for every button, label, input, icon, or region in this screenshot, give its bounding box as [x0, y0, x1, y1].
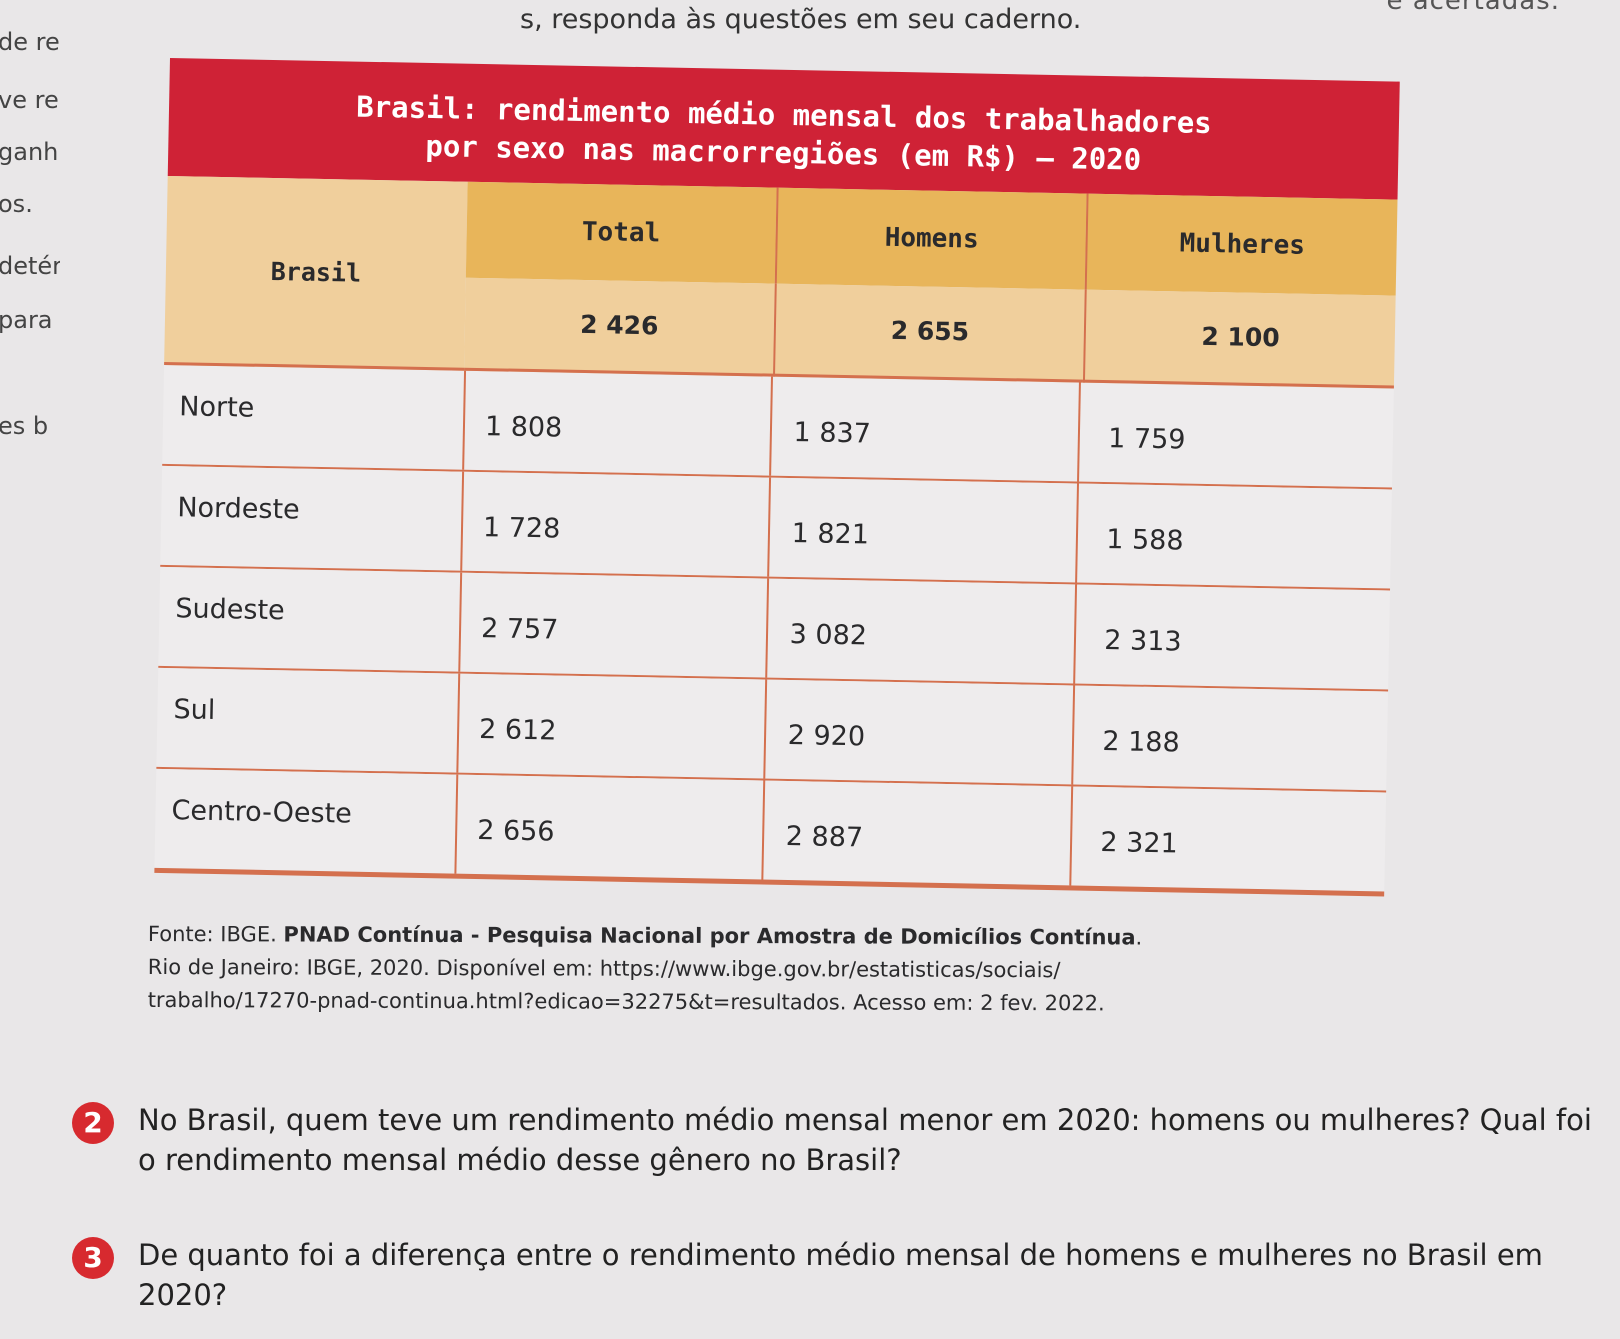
table-header: Brasil Total Homens Mulheres 2 426 2 655…	[164, 175, 1398, 389]
question-number-badge: 2	[72, 1102, 114, 1144]
top-right-fragment: e acertadas.	[1386, 0, 1560, 16]
column-header-total: Total	[465, 181, 777, 284]
total-cell: 1 808	[462, 370, 771, 476]
brasil-total-value: 2 426	[464, 277, 775, 377]
mulheres-cell: 2 321	[1069, 786, 1387, 892]
question-text: No Brasil, quem teve um rendimento médio…	[138, 1103, 1592, 1177]
margin-fragment: os.	[0, 190, 33, 218]
homens-cell: 2 887	[761, 780, 1072, 886]
income-table: Brasil: rendimento médio mensal dos trab…	[154, 58, 1400, 897]
homens-cell: 3 082	[764, 578, 1076, 684]
homens-cell: 1 837	[768, 376, 1080, 482]
margin-fragment: ganh	[0, 138, 59, 166]
column-header-homens: Homens	[774, 187, 1087, 290]
region-name: Norte	[179, 391, 255, 424]
source-prefix: Fonte: IBGE.	[147, 922, 284, 947]
total-cell: 1 728	[460, 471, 769, 577]
question-3: 3 De quanto foi a diferença entre o rend…	[72, 1235, 1598, 1315]
header-brasil: Brasil	[164, 175, 468, 371]
source-title: PNAD Contínua - Pesquisa Nacional por Am…	[283, 922, 1136, 950]
brasil-mulheres-value: 2 100	[1083, 289, 1396, 389]
question-number-badge: 3	[72, 1237, 114, 1279]
margin-fragment: de ren	[0, 28, 60, 56]
source-citation: Fonte: IBGE. PNAD Contínua - Pesquisa Na…	[148, 918, 1208, 1021]
margin-fragment: para	[0, 306, 53, 334]
mulheres-cell: 2 188	[1071, 685, 1389, 791]
region-name: Sudeste	[175, 593, 285, 627]
total-cell: 2 757	[458, 572, 767, 678]
homens-cell: 2 920	[762, 679, 1074, 785]
table-title: Brasil: rendimento médio mensal dos trab…	[167, 58, 1400, 200]
mulheres-cell: 2 313	[1073, 584, 1391, 690]
mulheres-cell: 1 759	[1077, 382, 1394, 488]
instruction-text: s, responda às questões em seu caderno.	[520, 4, 1082, 35]
margin-fragment: es b	[0, 412, 49, 440]
region-name: Centro-Oeste	[171, 795, 353, 830]
mulheres-cell: 1 588	[1075, 483, 1392, 589]
margin-fragment: ve ren	[0, 86, 60, 114]
left-margin-fragments: de ren ve ren ganh os. detér para es b	[0, 20, 60, 440]
margin-fragment: detér	[0, 252, 60, 280]
source-line-2: Rio de Janeiro: IBGE, 2020. Disponível e…	[147, 954, 1061, 983]
total-cell: 2 656	[454, 774, 763, 880]
top-text-fragment: e acertadas. s, responda às questões em …	[0, 0, 1620, 40]
question-2: 2 No Brasil, quem teve um rendimento méd…	[72, 1100, 1598, 1180]
brasil-homens-value: 2 655	[772, 283, 1086, 383]
column-header-mulheres: Mulheres	[1085, 193, 1398, 296]
region-name: Nordeste	[177, 492, 301, 526]
source-line-3: trabalho/17270-pnad-continua.html?edicao…	[147, 987, 1105, 1016]
total-cell: 2 612	[456, 673, 765, 779]
question-text: De quanto foi a diferença entre o rendim…	[138, 1238, 1543, 1312]
homens-cell: 1 821	[766, 477, 1078, 583]
region-name: Sul	[173, 694, 216, 726]
